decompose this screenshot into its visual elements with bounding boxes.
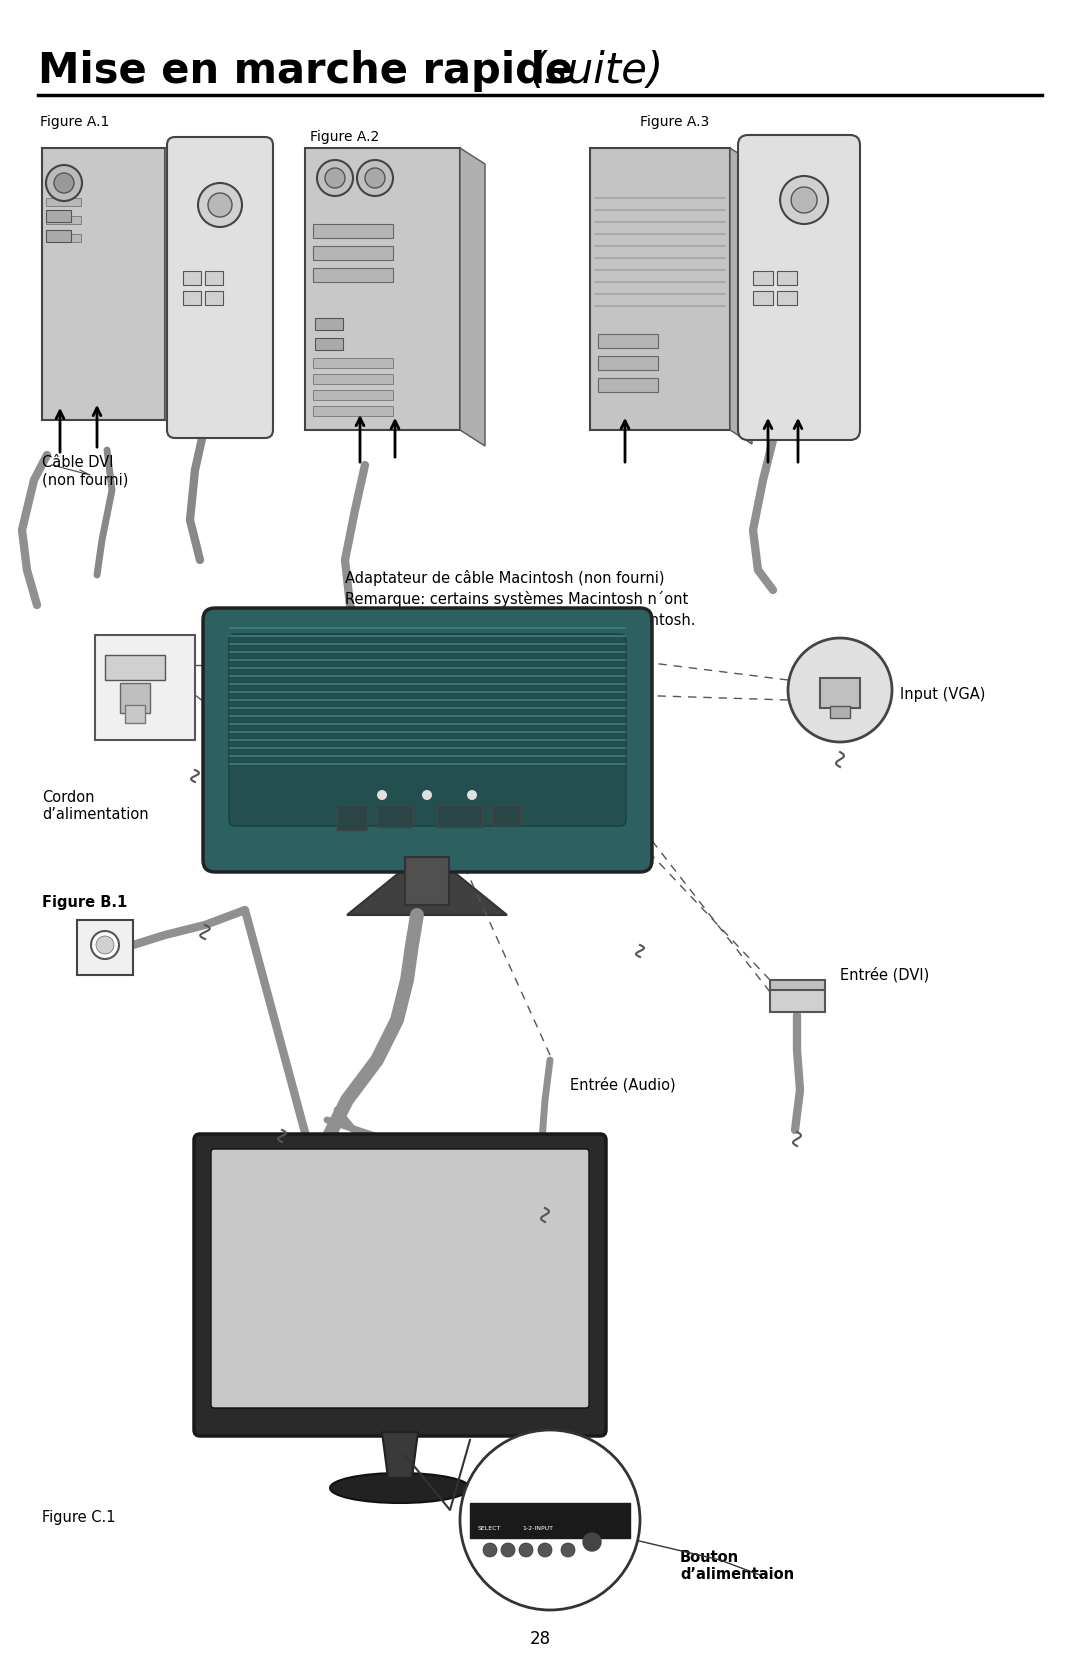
Text: Figure B.1: Figure B.1 (42, 895, 127, 910)
Polygon shape (460, 149, 485, 446)
FancyBboxPatch shape (194, 1133, 606, 1435)
Bar (470, 1504, 630, 1539)
Bar (770, 990, 825, 1011)
Bar (315, 319, 343, 330)
Bar (77, 920, 133, 975)
Bar (777, 290, 797, 305)
Bar (95, 634, 195, 739)
Bar (770, 980, 825, 991)
Circle shape (460, 1430, 640, 1611)
Circle shape (208, 194, 232, 217)
Text: Cordon
d’alimentation: Cordon d’alimentation (42, 789, 149, 823)
Polygon shape (730, 149, 752, 444)
Text: Mise en marche rapide: Mise en marche rapide (38, 50, 573, 92)
Circle shape (561, 1544, 575, 1557)
Text: Adaptateur de câble Macintosh (non fourni)
Remarque: certains systèmes Macintosh: Adaptateur de câble Macintosh (non fourn… (345, 571, 696, 629)
Circle shape (583, 1534, 600, 1551)
Bar (313, 269, 393, 282)
Circle shape (54, 174, 75, 194)
Text: (suite): (suite) (530, 50, 664, 92)
FancyBboxPatch shape (229, 634, 626, 826)
Bar (437, 804, 482, 828)
Bar (820, 678, 860, 708)
Circle shape (483, 1544, 497, 1557)
Bar (46, 180, 81, 189)
Text: Bouton
d’alimentaion: Bouton d’alimentaion (680, 1551, 794, 1582)
Circle shape (318, 160, 353, 195)
Circle shape (780, 175, 828, 224)
Text: Entrée (DVI): Entrée (DVI) (840, 968, 929, 983)
Circle shape (467, 789, 477, 799)
Bar (598, 355, 658, 371)
Circle shape (422, 789, 432, 799)
Circle shape (357, 160, 393, 195)
Text: Figure A.3: Figure A.3 (640, 115, 710, 129)
Bar (46, 234, 81, 242)
Circle shape (377, 789, 387, 799)
Text: SELECT: SELECT (478, 1525, 501, 1530)
Bar (313, 406, 393, 416)
Bar (598, 334, 658, 349)
Text: Input (VGA): Input (VGA) (900, 688, 985, 703)
Bar (337, 804, 367, 829)
Bar (377, 804, 411, 828)
Circle shape (519, 1544, 534, 1557)
Bar (777, 270, 797, 285)
Circle shape (365, 169, 384, 189)
Bar (205, 290, 222, 305)
Polygon shape (590, 149, 730, 431)
Bar (46, 215, 81, 224)
Bar (753, 290, 773, 305)
Text: Figure A.1: Figure A.1 (40, 115, 109, 129)
Bar (105, 654, 165, 679)
FancyBboxPatch shape (167, 137, 273, 437)
Bar (313, 245, 393, 260)
Bar (315, 339, 343, 350)
Bar (831, 706, 850, 718)
Circle shape (501, 1544, 515, 1557)
Circle shape (791, 187, 818, 214)
Ellipse shape (330, 1474, 470, 1504)
Bar (183, 290, 201, 305)
Bar (492, 804, 519, 824)
FancyBboxPatch shape (203, 608, 652, 871)
Circle shape (325, 169, 345, 189)
Bar (46, 210, 71, 222)
Bar (313, 224, 393, 239)
Bar (46, 230, 71, 242)
Polygon shape (42, 149, 165, 421)
Circle shape (788, 638, 892, 743)
Text: Câble DVI
(non fourni): Câble DVI (non fourni) (42, 456, 129, 487)
Text: 1-2-INPUT: 1-2-INPUT (522, 1525, 553, 1530)
Text: Entrée (Audio): Entrée (Audio) (570, 1077, 676, 1093)
Text: 28: 28 (529, 1631, 551, 1647)
Bar (120, 683, 150, 713)
FancyBboxPatch shape (211, 1148, 589, 1409)
Polygon shape (382, 1432, 418, 1479)
Circle shape (198, 184, 242, 227)
Bar (205, 270, 222, 285)
Text: Figure A.2: Figure A.2 (310, 130, 379, 144)
Bar (46, 199, 81, 205)
Bar (125, 704, 145, 723)
Text: Figure C.1: Figure C.1 (42, 1510, 116, 1525)
Polygon shape (165, 149, 187, 434)
FancyBboxPatch shape (738, 135, 860, 441)
Bar (405, 856, 449, 905)
Circle shape (538, 1544, 552, 1557)
Bar (753, 270, 773, 285)
Polygon shape (305, 149, 460, 431)
Bar (598, 377, 658, 392)
Bar (313, 391, 393, 401)
Bar (183, 270, 201, 285)
Bar (313, 357, 393, 367)
Bar (313, 374, 393, 384)
Polygon shape (347, 868, 507, 915)
Circle shape (46, 165, 82, 200)
Circle shape (91, 931, 119, 960)
Circle shape (96, 936, 114, 955)
